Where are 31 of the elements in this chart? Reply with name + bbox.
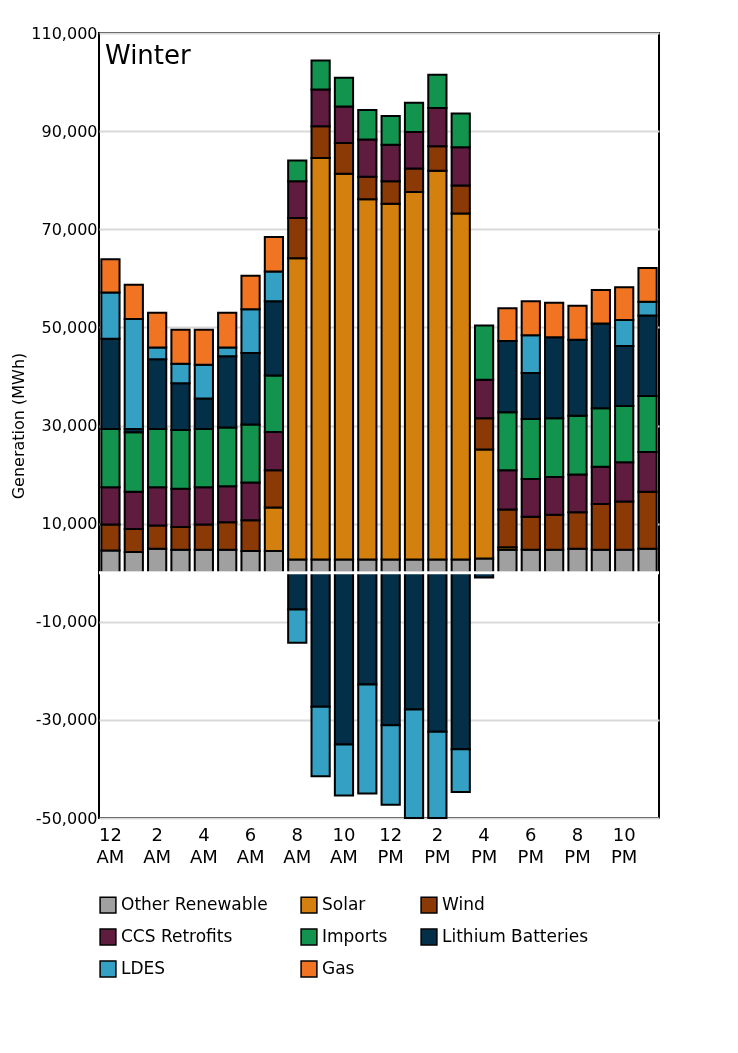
y-tick-label: 70,000 bbox=[41, 219, 98, 239]
legend-label: LDES bbox=[121, 958, 166, 978]
x-tick-label: 10 PM bbox=[611, 823, 638, 867]
y-tick-label: 110,000 bbox=[31, 23, 98, 43]
legend-label: Wind bbox=[442, 894, 485, 915]
legend-label: Solar bbox=[322, 894, 366, 915]
y-tick-label: 90,000 bbox=[41, 121, 98, 141]
legend-label: Imports bbox=[322, 926, 388, 946]
x-tick-label: 4 AM bbox=[189, 823, 218, 867]
y-tick-label: -10,000 bbox=[35, 612, 98, 632]
x-tick-label: 2 AM bbox=[143, 823, 172, 867]
y-tick-label: 50,000 bbox=[41, 317, 98, 337]
y-tick-label: 30,000 bbox=[41, 416, 98, 435]
y-tick-label: -50,000 bbox=[35, 808, 98, 828]
x-tick-label: 8 PM bbox=[564, 823, 591, 867]
x-tick-label: 6 PM bbox=[517, 823, 544, 867]
x-tick-label: 12 AM bbox=[96, 823, 125, 867]
legend-label: Other Renewable bbox=[121, 894, 268, 915]
legend-label: Lithium Batteries bbox=[442, 926, 589, 946]
x-tick-label: 12 PM bbox=[377, 823, 404, 867]
legend-label: CCS Retrofits bbox=[121, 926, 233, 946]
x-tick-label: 8 AM bbox=[283, 823, 312, 867]
x-tick-label: 2 PM bbox=[424, 823, 451, 867]
x-tick-label: 6 AM bbox=[236, 823, 265, 867]
y-tick-label: 10,000 bbox=[41, 514, 98, 534]
chart-title: Winter bbox=[105, 40, 192, 70]
legend-label: Gas bbox=[322, 958, 355, 978]
x-tick-label: 4 PM bbox=[470, 823, 498, 867]
y-tick-label: -30,000 bbox=[35, 710, 98, 730]
y-axis-title: Generation (MWh) bbox=[9, 352, 29, 500]
x-tick-label: 10 AM bbox=[330, 823, 358, 867]
